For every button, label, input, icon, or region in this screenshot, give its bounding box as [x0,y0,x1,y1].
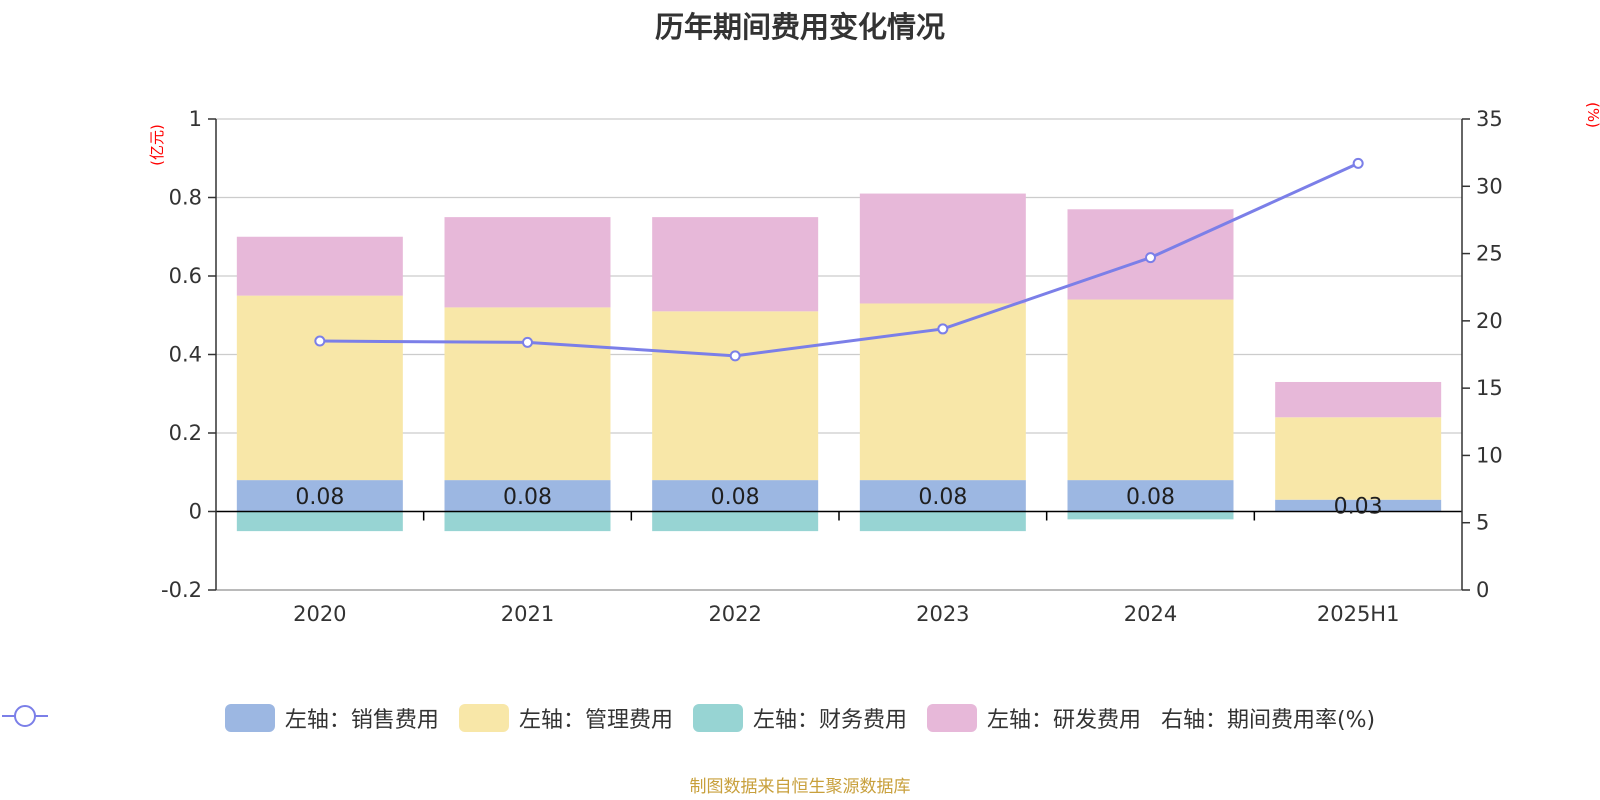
x-tick-label-2020: 2020 [293,602,346,626]
legend-label: 左轴：研发费用 [986,708,1141,733]
legend-label: 左轴：财务费用 [752,708,907,733]
right-axis-unit: (%) [1584,102,1600,128]
labels-group: 0.08 0.08 0.08 0.08 0.08 0.03 2020 2021 2022 2023… [148,102,1600,626]
line-point-2021 [522,336,533,348]
bar-销售费用-2024 [1067,480,1234,512]
bar-研发费用-2022 [652,217,819,312]
bar-研发费用-2023 [859,193,1026,304]
bar-财务费用-2020 [236,511,403,532]
chart-title: 历年期间费用变化情况 [654,10,945,44]
legend-item[interactable]: 左轴：研发费用 [926,702,1141,734]
right-tick-label: 0 [1476,578,1489,602]
legend-swatch [458,704,509,732]
left-tick-label: 0.6 [169,264,202,288]
legend-label: 左轴：销售费用 [284,708,439,733]
x-tick-label-2024: 2024 [1124,602,1177,626]
bar-财务费用-2022 [652,511,819,532]
bar-销售费用-2023 [859,480,1026,512]
legend-item[interactable]: 右轴：期间费用率(%) [2,702,1376,734]
line-point-2024 [1145,252,1156,264]
bar-研发费用-2020 [236,236,403,296]
data-label-2020: 0.08 [295,485,344,510]
source-note: 制图数据来自恒生聚源数据库 [689,777,911,797]
left-tick-label: 1 [189,107,202,131]
x-tick-label-2025H1: 2025H1 [1317,602,1400,626]
left-axis-unit: (亿元) [148,124,166,166]
bar-销售费用-2021 [444,480,611,512]
left-tick-label: 0 [189,500,202,524]
right-tick-label: 25 [1476,242,1503,266]
bar-管理费用-2024 [1067,299,1234,481]
x-tick-label-2022: 2022 [708,602,761,626]
right-tick-label: 10 [1476,443,1503,467]
line-point-2020 [314,335,326,347]
bar-管理费用-2022 [652,311,819,481]
legend-swatch [692,704,743,732]
bar-财务费用-2024 [1067,511,1234,520]
line-point-2025H1 [1352,157,1364,169]
data-label-2025H1: 0.03 [1334,495,1383,520]
data-label-2024: 0.08 [1126,485,1175,510]
legend-label: 左轴：管理费用 [518,708,673,733]
right-tick-label: 30 [1476,174,1503,198]
line-series-期间费用率 [319,162,1359,358]
legend-item[interactable]: 左轴：销售费用 [224,702,439,734]
right-tick-label: 20 [1476,309,1503,333]
axes-group [208,118,1470,591]
bar-group [236,193,1442,532]
bar-管理费用-2021 [444,307,611,481]
legend-label: 右轴：期间费用率(%) [1160,708,1376,733]
legend-swatch [926,704,977,732]
legend-item[interactable]: 左轴：财务费用 [692,702,907,734]
x-tick-label-2021: 2021 [501,602,554,626]
right-tick-label: 5 [1476,511,1489,535]
bar-销售费用-2022 [652,480,819,512]
bar-管理费用-2025H1 [1275,417,1442,500]
legend: 左轴：销售费用 左轴：管理费用 左轴：财务费用 左轴：研发费用 右轴：期间费用率(%) [0,702,1600,734]
bar-管理费用-2020 [236,295,403,481]
legend-swatch [224,704,275,732]
bar-销售费用-2020 [236,480,403,512]
bar-研发费用-2021 [444,217,611,308]
data-label-2023: 0.08 [918,485,967,510]
legend-line-marker [2,705,48,727]
left-tick-label: 0.2 [169,421,202,445]
line-point-2023 [937,323,949,335]
line-series-group [314,157,1364,362]
bar-财务费用-2021 [444,511,611,532]
bar-研发费用-2025H1 [1275,381,1442,418]
bar-财务费用-2023 [859,511,1026,532]
left-tick-label: 0.8 [169,186,202,210]
left-tick-label: 0.4 [169,343,202,367]
data-label-2022: 0.08 [711,485,760,510]
left-tick-label: -0.2 [161,578,202,602]
x-tick-label-2023: 2023 [916,602,969,626]
line-point-2022 [729,350,741,362]
right-tick-label: 35 [1476,107,1503,131]
right-tick-label: 15 [1476,376,1503,400]
bar-销售费用-2025H1 [1275,499,1442,512]
data-label-2021: 0.08 [503,485,552,510]
legend-item[interactable]: 左轴：管理费用 [458,702,673,734]
